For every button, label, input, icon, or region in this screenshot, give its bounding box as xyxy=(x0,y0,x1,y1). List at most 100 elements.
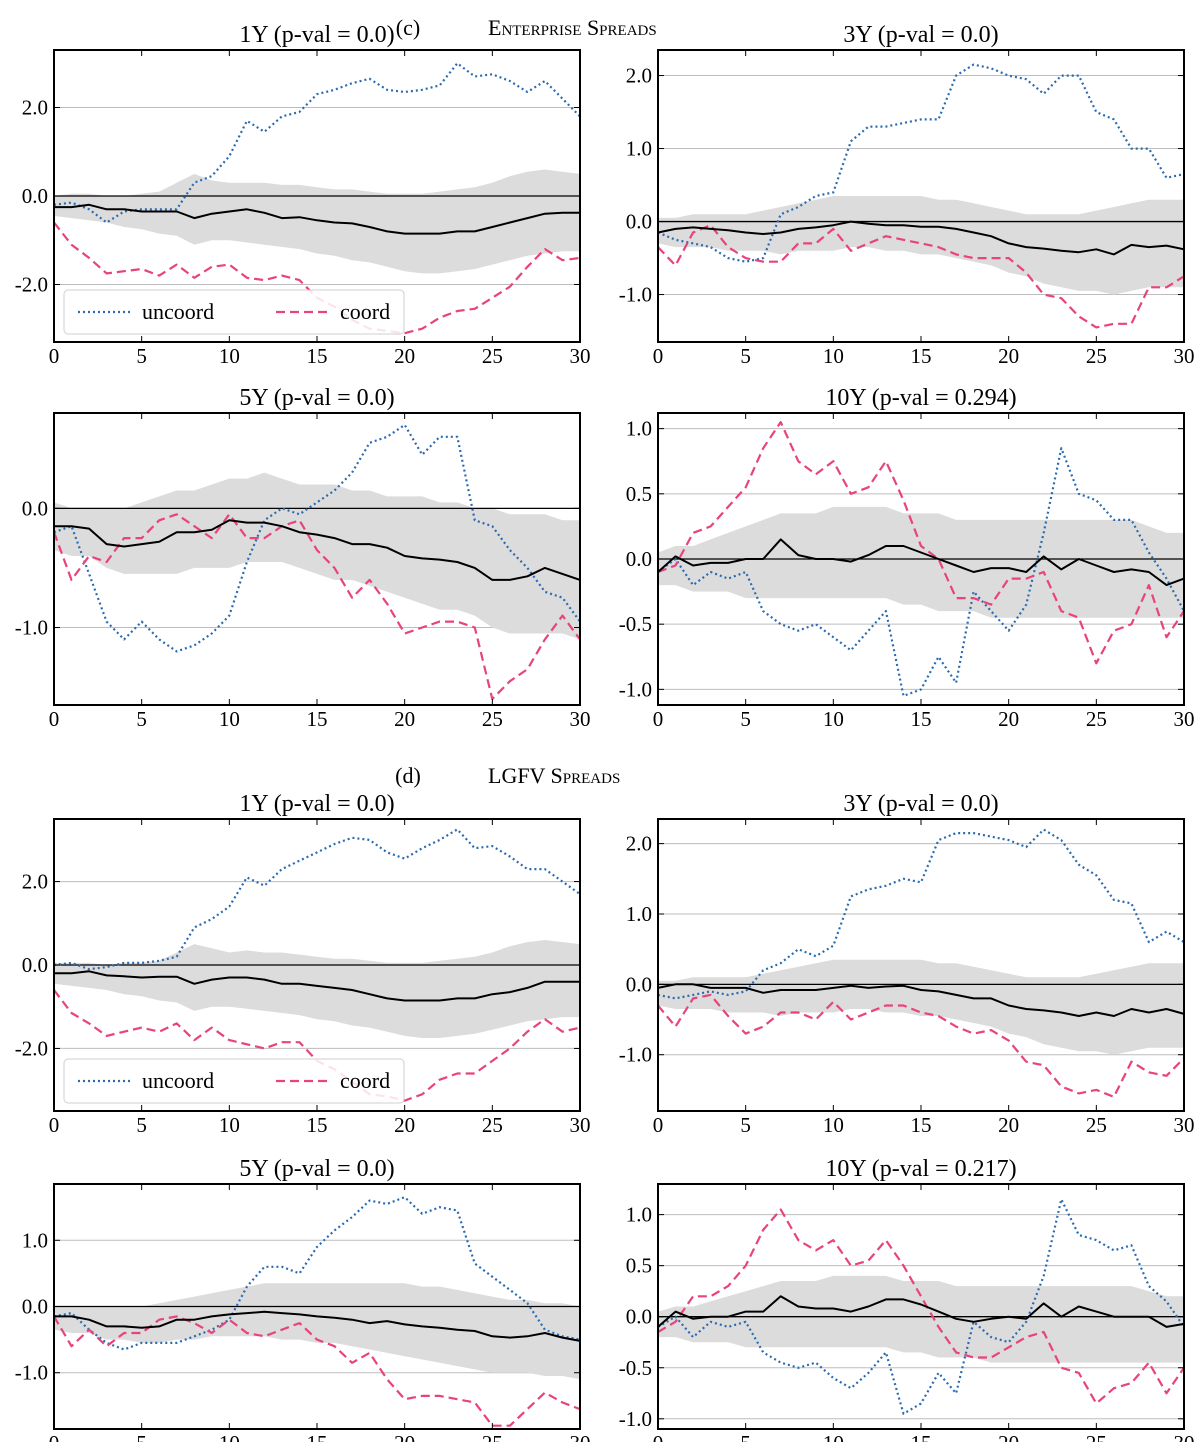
y-tick-label: 2.0 xyxy=(22,96,48,120)
series-coord-line xyxy=(53,1315,581,1427)
panel-title: 3Y (p-val = 0.0) xyxy=(843,22,998,48)
legend: uncoord coord xyxy=(63,289,405,335)
x-tick-label: 15 xyxy=(307,707,328,731)
x-tick-label: 5 xyxy=(136,707,147,731)
y-tick-label: -2.0 xyxy=(15,1036,48,1060)
y-tick-label: 0.0 xyxy=(22,953,48,977)
x-tick-label: 10 xyxy=(823,344,844,368)
x-tick-label: 30 xyxy=(1174,344,1195,368)
x-tick-label: 5 xyxy=(740,1431,751,1442)
x-tick-label: 25 xyxy=(482,707,503,731)
x-tick-label: 10 xyxy=(823,1431,844,1442)
y-tick-label: 0.0 xyxy=(626,210,652,234)
series-mean-line xyxy=(54,519,581,581)
series-uncoord-line xyxy=(53,423,581,653)
x-tick-label: 20 xyxy=(998,344,1019,368)
x-tick-label: 30 xyxy=(1174,707,1195,731)
y-tick-label: 0.0 xyxy=(626,972,652,996)
panel-title: 1Y (p-val = 0.0) xyxy=(239,791,394,817)
x-tick-label: 0 xyxy=(49,1113,60,1137)
y-tick-label: 0.0 xyxy=(22,496,48,520)
panel-7: 5Y (p-val = 0.0) -1.0 0.0 1.0 0 5 10 15 20 25 30 xyxy=(15,1156,591,1442)
y-tick-label: 2.0 xyxy=(22,870,48,894)
confidence-band xyxy=(658,959,1184,1055)
y-tick-label: -1.0 xyxy=(15,616,48,640)
series-coord-line xyxy=(657,993,1185,1099)
x-tick-label: 25 xyxy=(1086,707,1107,731)
x-tick-label: 20 xyxy=(394,1431,415,1442)
series-uncoord-line xyxy=(657,447,1185,698)
series-coord-line xyxy=(657,224,1185,329)
x-tick-label: 10 xyxy=(219,707,240,731)
y-tick-label: -1.0 xyxy=(619,1043,652,1067)
x-tick-label: 10 xyxy=(219,1113,240,1137)
y-tick-label: -0.5 xyxy=(619,612,652,636)
legend-coord-label: coord xyxy=(340,299,390,324)
x-tick-label: 10 xyxy=(823,1113,844,1137)
section-d-header: (d) LGFV Spreads xyxy=(395,763,620,788)
x-tick-label: 15 xyxy=(911,707,932,731)
series-mean-line xyxy=(657,538,1185,587)
confidence-band xyxy=(54,169,580,274)
y-tick-label: 2.0 xyxy=(626,832,652,856)
y-tick-label: -1.0 xyxy=(619,677,652,701)
x-tick-label: 15 xyxy=(911,1431,932,1442)
legend: uncoord coord xyxy=(63,1058,405,1104)
legend-uncoord-label: uncoord xyxy=(142,299,214,324)
x-tick-label: 10 xyxy=(219,344,240,368)
legend-coord-label: coord xyxy=(340,1068,390,1093)
x-tick-label: 25 xyxy=(1086,1431,1107,1442)
confidence-band xyxy=(658,1275,1184,1363)
x-tick-label: 5 xyxy=(740,344,751,368)
series-mean-line xyxy=(54,1310,581,1342)
panel-title: 5Y (p-val = 0.0) xyxy=(239,1156,394,1182)
series-uncoord-line xyxy=(657,828,1185,1000)
y-tick-label: -0.5 xyxy=(619,1356,652,1380)
panel-title: 10Y (p-val = 0.217) xyxy=(825,1156,1016,1182)
x-tick-label: 0 xyxy=(49,1431,60,1442)
panel-title: 1Y (p-val = 0.0) xyxy=(239,22,394,48)
x-tick-label: 30 xyxy=(1174,1113,1195,1137)
y-tick-label: 1.0 xyxy=(626,902,652,926)
confidence-band xyxy=(658,196,1184,295)
section-d-label: (d) xyxy=(395,763,421,788)
series-mean-line xyxy=(54,970,580,1002)
confidence-band xyxy=(54,1283,580,1380)
x-tick-label: 20 xyxy=(998,1113,1019,1137)
x-tick-label: 5 xyxy=(740,707,751,731)
section-c-title: Enterprise Spreads xyxy=(488,15,657,40)
series-mean-line xyxy=(657,220,1185,256)
legend-box xyxy=(63,289,405,335)
y-tick-label: 0.0 xyxy=(626,547,652,571)
y-tick-label: 1.0 xyxy=(626,417,652,441)
x-tick-label: 0 xyxy=(49,707,60,731)
x-tick-label: 30 xyxy=(570,1113,591,1137)
x-tick-label: 5 xyxy=(136,1113,147,1137)
legend-box xyxy=(63,1058,405,1104)
x-tick-label: 30 xyxy=(1174,1431,1195,1442)
x-tick-label: 0 xyxy=(653,1113,664,1137)
series-coord-line xyxy=(657,1208,1185,1405)
series-mean-line xyxy=(54,203,580,235)
x-tick-label: 30 xyxy=(570,1431,591,1442)
x-tick-label: 25 xyxy=(1086,1113,1107,1137)
x-tick-label: 5 xyxy=(136,1431,147,1442)
series-coord-line xyxy=(657,421,1185,665)
x-tick-label: 0 xyxy=(653,344,664,368)
x-tick-label: 5 xyxy=(136,344,147,368)
x-tick-label: 0 xyxy=(49,344,60,368)
x-tick-label: 15 xyxy=(911,344,932,368)
panel-1: 1Y (p-val = 0.0) -2.0 0.0 2.0 0 5 10 15 20 25 30 un… xyxy=(15,22,591,368)
panel-title: 5Y (p-val = 0.0) xyxy=(239,385,394,411)
x-tick-label: 10 xyxy=(219,1431,240,1442)
x-tick-label: 15 xyxy=(307,1113,328,1137)
y-tick-label: 0.0 xyxy=(22,184,48,208)
series-mean-line xyxy=(657,983,1185,1017)
x-tick-label: 20 xyxy=(394,344,415,368)
x-tick-label: 20 xyxy=(998,707,1019,731)
x-tick-label: 10 xyxy=(823,707,844,731)
y-tick-label: -1.0 xyxy=(619,1407,652,1431)
y-tick-label: 2.0 xyxy=(626,64,652,88)
panel-title: 3Y (p-val = 0.0) xyxy=(843,791,998,817)
